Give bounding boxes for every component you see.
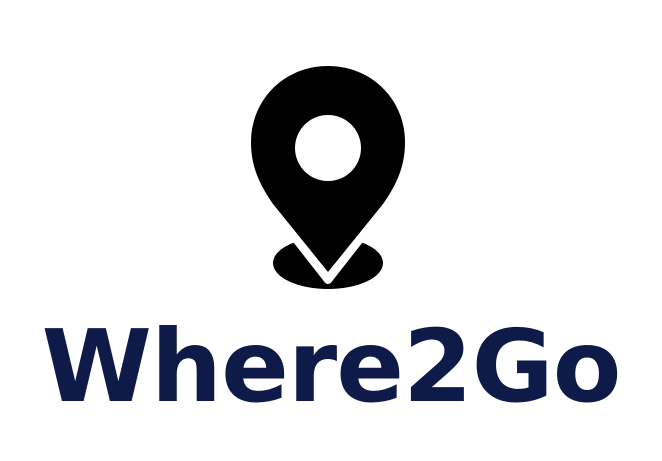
pin-hole [295,115,361,181]
brand-wordmark: Where2Go [41,308,622,425]
